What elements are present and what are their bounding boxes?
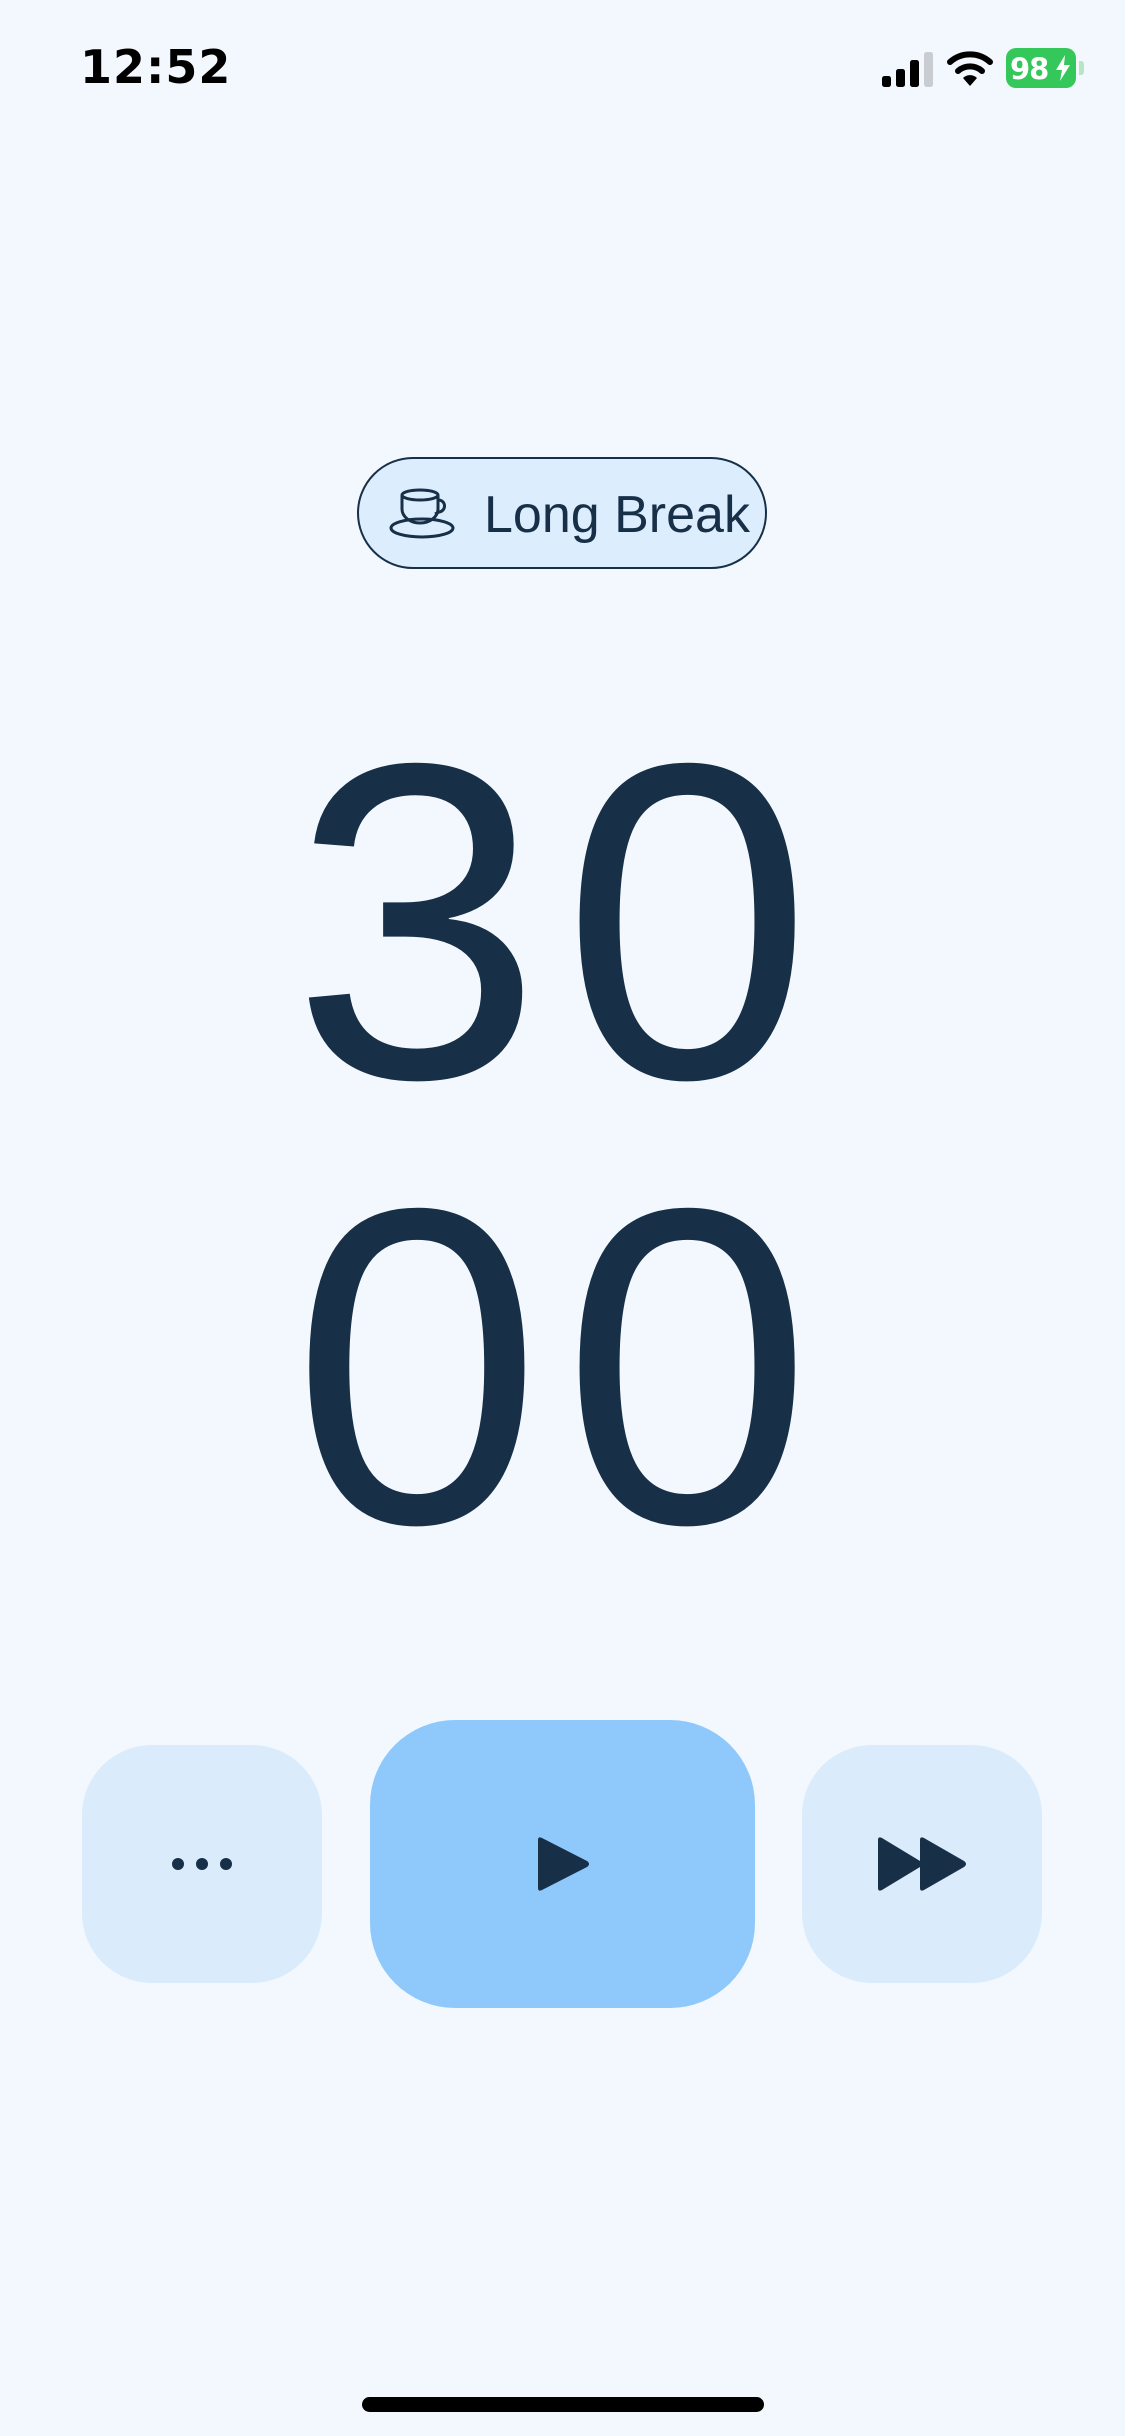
wifi-icon: [947, 51, 993, 86]
charging-bolt-icon: [1056, 55, 1070, 81]
mode-selector[interactable]: Long Break: [357, 457, 767, 569]
play-icon: [537, 1837, 589, 1891]
skip-forward-button[interactable]: [802, 1745, 1042, 1983]
status-time: 12:52: [80, 40, 232, 94]
home-indicator[interactable]: [362, 2397, 764, 2412]
play-button[interactable]: [370, 1720, 755, 2008]
mode-label: Long Break: [484, 486, 750, 544]
status-bar: 12:52 98: [0, 0, 1125, 140]
more-horizontal-icon: [172, 1858, 232, 1870]
battery-cap: [1079, 61, 1084, 75]
more-options-button[interactable]: [82, 1745, 322, 1983]
skip-forward-icon: [878, 1837, 966, 1891]
countdown-timer: 30 00: [212, 671, 912, 1618]
timer-minutes: 30: [291, 671, 833, 1173]
timer-seconds: 00: [291, 1116, 833, 1618]
battery-indicator: 98: [1006, 48, 1084, 88]
battery-level: 98: [1010, 52, 1049, 86]
cellular-signal-icon: [882, 52, 933, 87]
coffee-cup-icon: [389, 488, 455, 539]
